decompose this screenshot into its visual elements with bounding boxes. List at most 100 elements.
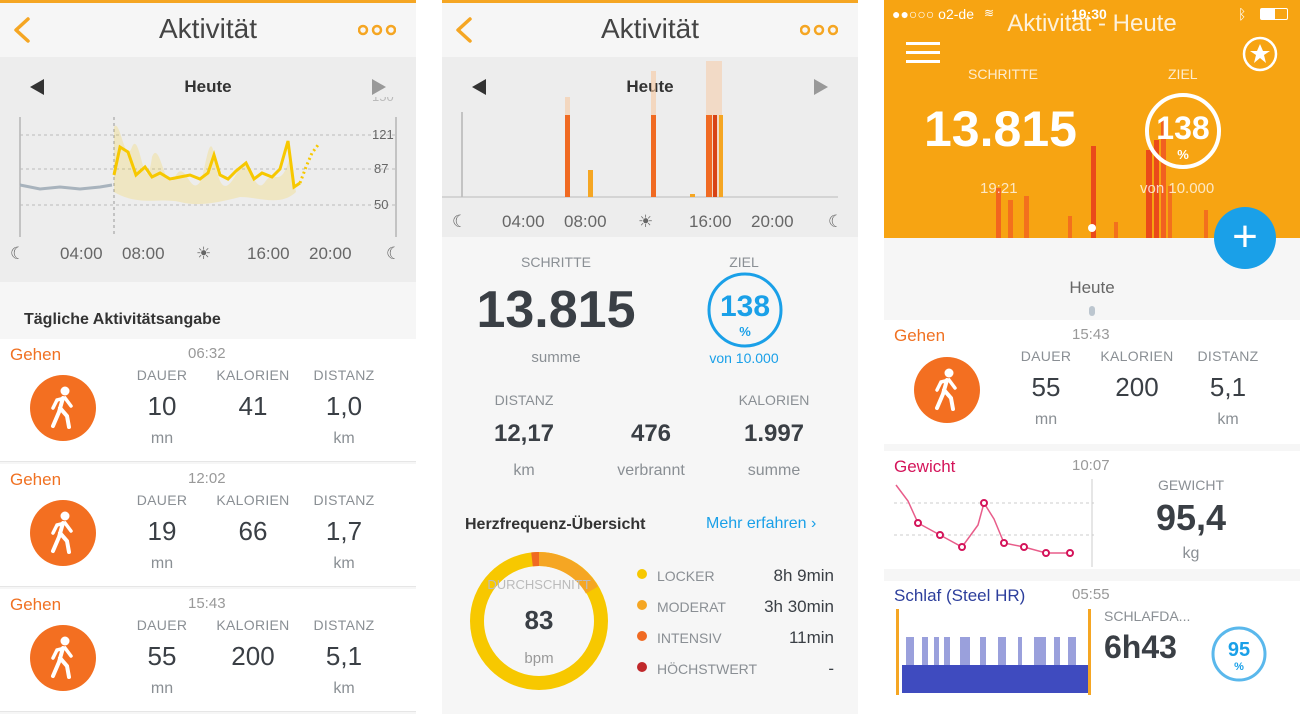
moon-icon: ☾ <box>10 244 26 263</box>
duration-value: 10 <box>147 391 177 421</box>
stat-unit: km <box>513 462 535 479</box>
back-arrow-icon[interactable] <box>8 13 36 47</box>
x-axis: ☾ 04:00 08:00 ☀ 16:00 20:00 ☾ <box>442 212 858 236</box>
zone-value: 11min <box>788 628 834 647</box>
learn-more-link[interactable]: Mehr erfahren › <box>706 515 816 533</box>
accent-line <box>0 0 416 3</box>
add-button[interactable]: + <box>1214 207 1276 269</box>
weight-value: 95,4 <box>1155 497 1227 538</box>
goal-label: ZIEL <box>1168 66 1198 82</box>
average-unit: bpm <box>524 650 554 667</box>
page-title: Aktivität <box>158 13 258 44</box>
calories-column: KALORIEN 200 <box>1092 348 1182 429</box>
header: Aktivität <box>442 3 858 57</box>
col-label: KALORIEN <box>1100 348 1174 364</box>
weight-time: 10:07 <box>1072 457 1110 474</box>
stat-label: KALORIEN <box>738 392 810 408</box>
more-options-icon[interactable] <box>358 22 396 38</box>
sun-icon: ☀ <box>196 244 212 263</box>
day-navigator: Heute <box>442 67 858 107</box>
goal-percent: % <box>1177 147 1189 162</box>
activity-card[interactable]: Gehen 12:02 DAUER 19 mn KALORIEN 66 DISTANZ… <box>0 464 416 587</box>
goal-percent: % <box>739 324 751 339</box>
status-time: 19:30 <box>1071 6 1107 22</box>
timeline-dot <box>1089 306 1095 316</box>
sleep-time: 05:55 <box>1072 586 1110 603</box>
y-tick-label: 87 <box>374 161 388 176</box>
heart-rate-plot: 150 121 87 50 <box>19 97 397 237</box>
moon-icon: ☾ <box>828 212 844 231</box>
x-tick-label: 16:00 <box>247 244 290 263</box>
col-label: KALORIEN <box>216 492 290 508</box>
calories-burned-value: 476 <box>630 420 672 447</box>
distance-value: 1,0 <box>325 391 363 421</box>
plus-icon: + <box>1232 212 1258 261</box>
activity-chart-screen: Aktivität Heute 150 121 87 50 ☾ 04:00 <box>0 0 416 714</box>
activity-time: 12:02 <box>188 470 226 487</box>
zone-label: INTENSIV <box>657 630 722 646</box>
steps-value: 13.815 <box>476 281 636 339</box>
x-tick-label: 04:00 <box>502 212 545 231</box>
sleep-card[interactable]: Schlaf (Steel HR) 05:55 SCHLAFDA... 6h43… <box>884 581 1300 714</box>
page-title: Aktivität <box>600 13 700 44</box>
time-label: 19:21 <box>980 180 1018 197</box>
calories-total-value: 1.997 <box>743 420 805 447</box>
duration-value: 55 <box>147 641 177 671</box>
weight-card[interactable]: Gewicht 10:07 GEWICHT 95,4 kg <box>884 451 1300 569</box>
y-tick-label: 50 <box>374 197 388 212</box>
y-tick-label: 150 <box>372 97 394 104</box>
back-arrow-icon[interactable] <box>450 13 478 47</box>
walking-icon <box>30 500 96 566</box>
col-label: DISTANZ <box>313 492 375 508</box>
zone-value: - <box>828 659 834 678</box>
dashboard-header: ●●○○○ o2-de ≋ 19:30 ᛒ Aktivität - Heute … <box>884 0 1300 238</box>
page-indicator <box>1088 224 1096 232</box>
x-tick-label: 20:00 <box>309 244 352 263</box>
distance-column: DISTANZ 5,1 km <box>1183 348 1273 429</box>
header: Aktivität <box>0 3 416 57</box>
duration-value: 55 <box>1031 372 1061 402</box>
x-tick-label: 20:00 <box>751 212 794 231</box>
col-label: DAUER <box>1020 348 1072 364</box>
timeline-screen: ●●○○○ o2-de ≋ 19:30 ᛒ Aktivität - Heute … <box>884 0 1300 714</box>
more-options-icon[interactable] <box>800 22 838 38</box>
steps-bar-plot <box>442 61 838 198</box>
next-day-icon[interactable] <box>370 77 388 97</box>
previous-day-icon[interactable] <box>470 77 488 97</box>
stat-unit: summe <box>747 462 801 479</box>
walking-icon <box>30 375 96 441</box>
heart-rate-chart: Heute 150 121 87 50 ☾ 04:00 08:00 ☀ 16:0… <box>0 57 416 282</box>
goal-label: ZIEL <box>729 254 759 270</box>
carrier-status: ●●○○○ o2-de <box>892 6 974 22</box>
activity-time: 06:32 <box>188 345 226 362</box>
next-day-icon[interactable] <box>812 77 830 97</box>
duration-column: DAUER 19 mn <box>117 492 207 573</box>
day-navigator: Heute <box>0 67 416 107</box>
col-label: KALORIEN <box>216 367 290 383</box>
y-tick-label: 121 <box>372 127 394 142</box>
section-title: Tägliche Aktivitätsangabe <box>24 311 221 328</box>
calories-column: KALORIEN 41 <box>208 367 298 448</box>
distance-column: DISTANZ 1,7 km <box>299 492 389 573</box>
day-label: Heute <box>1069 278 1115 297</box>
menu-icon[interactable] <box>906 42 940 64</box>
activity-card[interactable]: Gehen 15:43 DAUER 55 mn KALORIEN 200 DISTAN… <box>0 589 416 712</box>
unit: km <box>333 430 355 447</box>
favorites-star-icon[interactable] <box>1242 36 1278 72</box>
x-tick-label: 08:00 <box>564 212 607 231</box>
learn-more-label: Mehr erfahren <box>706 515 807 532</box>
x-tick-label: 08:00 <box>122 244 165 263</box>
calories-value: 41 <box>238 391 268 421</box>
duration-column: DAUER 10 mn <box>117 367 207 448</box>
previous-day-icon[interactable] <box>28 77 46 97</box>
heart-rate-title: Herzfrequenz-Übersicht <box>465 516 646 533</box>
chevron-right-icon: › <box>810 515 817 532</box>
x-tick-label: 16:00 <box>689 212 732 231</box>
walk-card[interactable]: Gehen 15:43 DAUER 55 mn KALORIEN 200 DISTAN… <box>884 320 1300 444</box>
walking-icon <box>30 625 96 691</box>
zone-dot <box>637 569 647 579</box>
distance-value: 1,7 <box>325 516 363 546</box>
activity-card[interactable]: Gehen 06:32 DAUER 10 mn KALORIEN 41 DISTANZ… <box>0 339 416 462</box>
col-label: DISTANZ <box>313 367 375 383</box>
average-label: DURCHSCHNITT <box>487 577 591 592</box>
